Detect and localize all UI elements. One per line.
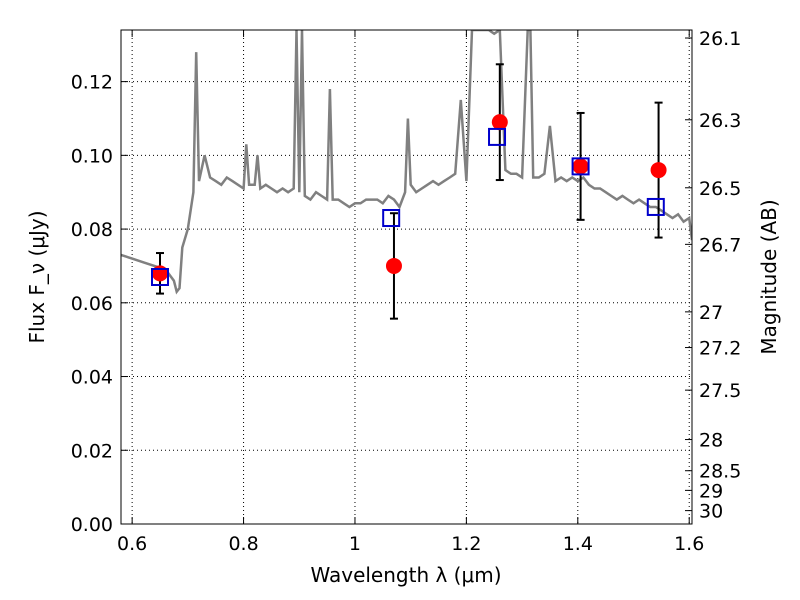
observed-point <box>651 162 667 178</box>
y2-tick-label: 27.2 <box>699 338 741 360</box>
observed-point <box>573 158 589 174</box>
x-axis-label: Wavelength λ (μm) <box>310 563 501 587</box>
y2-tick-label: 26.5 <box>699 178 741 200</box>
chart: 0.6 0.8 1 1.2 1.4 1.6 0.00 0.02 0.04 0.06 0.08 0.1… <box>0 0 800 600</box>
y-tick-label: 0.06 <box>71 293 113 315</box>
plot-area <box>121 30 692 319</box>
y2-tick-label: 30 <box>699 501 723 523</box>
y-axis-label: Flux F_ν (μJy) <box>25 210 49 343</box>
x-tick-label: 0.6 <box>117 533 147 555</box>
y-tick-label: 0.10 <box>71 145 113 167</box>
observed-point <box>492 114 508 130</box>
y2-tick-label: 26.1 <box>699 28 741 50</box>
observed-point <box>152 265 168 281</box>
y2-tick-label: 29 <box>699 480 723 502</box>
y2-tick-label: 27.5 <box>699 380 741 402</box>
y2-tick-label: 26.7 <box>699 234 741 256</box>
y-tick-label: 0.00 <box>71 514 113 536</box>
y-tick-label: 0.02 <box>71 440 113 462</box>
observed-point <box>386 258 402 274</box>
x-tick-label: 1 <box>349 533 361 555</box>
y2-axis-label: Magnitude (AB) <box>757 199 781 354</box>
grid-lines <box>121 30 692 524</box>
y-tick-label: 0.12 <box>71 72 113 94</box>
y2-tick-label: 26.3 <box>699 110 741 132</box>
plot-frame <box>121 30 692 524</box>
x-axis-ticks: 0.6 0.8 1 1.2 1.4 1.6 <box>117 30 704 555</box>
y-tick-label: 0.04 <box>71 367 113 389</box>
y-axis-ticks: 0.00 0.02 0.04 0.06 0.08 0.10 0.12 <box>71 72 128 536</box>
x-tick-label: 1.4 <box>563 533 593 555</box>
x-tick-label: 1.2 <box>451 533 481 555</box>
y-tick-label: 0.08 <box>71 219 113 241</box>
y2-tick-label: 28 <box>699 430 723 452</box>
error-bars <box>156 64 663 318</box>
model-points <box>152 129 664 285</box>
y2-tick-label: 27 <box>699 302 723 324</box>
x-tick-label: 0.8 <box>228 533 258 555</box>
x-tick-label: 1.6 <box>674 533 704 555</box>
spectrum-line <box>121 30 692 292</box>
